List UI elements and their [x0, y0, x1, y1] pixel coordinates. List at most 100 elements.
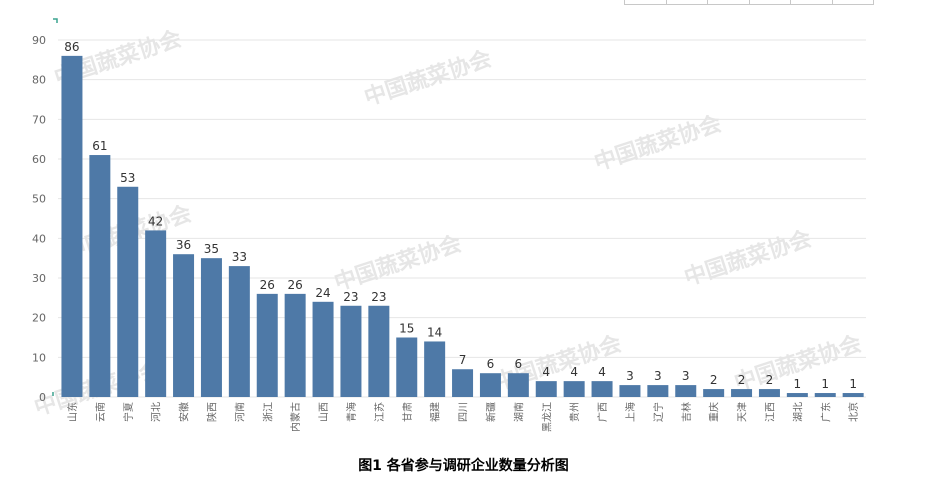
data-label: 2 — [766, 373, 774, 387]
x-tick-label: 江西 — [764, 402, 776, 422]
bar — [312, 301, 334, 397]
y-axis: 0 10 20 30 40 50 60 70 80 90 — [32, 34, 46, 404]
bar — [61, 55, 83, 397]
x-tick-label: 吉林 — [680, 402, 693, 422]
bar — [340, 305, 362, 397]
data-label: 1 — [794, 377, 802, 391]
x-tick-label: 云南 — [94, 402, 107, 422]
x-tick-label: 广西 — [597, 402, 609, 422]
y-tick-label: 70 — [32, 113, 46, 126]
x-tick-label: 广东 — [819, 402, 832, 422]
x-tick-label: 河南 — [233, 402, 246, 422]
bar — [731, 389, 753, 397]
data-label: 4 — [570, 365, 578, 379]
y-tick-label: 20 — [32, 312, 46, 325]
data-label: 23 — [343, 290, 358, 304]
bar — [619, 385, 641, 397]
data-label: 6 — [515, 357, 523, 371]
x-tick-label: 陕西 — [205, 402, 218, 422]
x-tick-label: 湖北 — [792, 402, 804, 422]
data-label: 2 — [738, 373, 746, 387]
y-tick-label: 40 — [32, 232, 46, 245]
x-tick-label: 浙江 — [262, 402, 274, 422]
y-tick-label: 10 — [32, 351, 46, 364]
x-tick-label: 山东 — [66, 402, 79, 422]
bar — [842, 393, 864, 397]
x-tick-label: 天津 — [737, 402, 749, 422]
x-tick-label: 四川 — [459, 402, 470, 422]
watermark-text: 中国蔬菜协会 — [361, 46, 495, 112]
data-label: 7 — [459, 353, 467, 367]
data-label: 23 — [371, 290, 386, 304]
legend-cell — [625, 0, 667, 4]
bar — [507, 373, 529, 397]
x-tick-label: 贵州 — [568, 402, 581, 422]
x-tick-label: 江苏 — [373, 402, 386, 422]
data-label: 26 — [288, 278, 303, 292]
bar — [591, 381, 613, 397]
data-label: 42 — [148, 214, 163, 228]
bar — [368, 305, 390, 397]
bar — [117, 186, 139, 397]
data-label: 4 — [542, 365, 550, 379]
x-tick-label: 内蒙古 — [289, 402, 302, 432]
bar — [703, 389, 725, 397]
x-tick-label: 山西 — [318, 402, 330, 422]
data-label: 53 — [120, 171, 135, 185]
x-tick-label: 上海 — [624, 402, 637, 422]
x-tick-label: 重庆 — [708, 402, 721, 422]
x-tick-label: 新疆 — [484, 402, 497, 422]
bar — [675, 385, 697, 397]
x-axis: 山东 云南 宁夏 河北 安徽 陕西 河南 浙江 内蒙古 山西 青海 江苏 甘肃 福建 四川 新疆 湖南 黑龙江 贵州… — [66, 402, 860, 432]
legend-strip — [624, 0, 874, 5]
corner-mark — [52, 18, 58, 396]
bar — [479, 373, 501, 397]
data-label: 1 — [821, 377, 829, 391]
data-label: 35 — [204, 242, 219, 256]
x-tick-label: 北京 — [847, 402, 860, 422]
data-label: 61 — [92, 139, 107, 153]
x-tick-label: 安徽 — [178, 402, 191, 422]
y-tick-label: 60 — [32, 153, 46, 166]
y-tick-label: 50 — [32, 193, 46, 206]
bar — [89, 155, 111, 397]
x-tick-label: 青海 — [345, 402, 358, 422]
bar — [452, 369, 474, 397]
bar — [814, 393, 836, 397]
bar — [228, 266, 250, 397]
data-label: 14 — [427, 325, 442, 339]
data-label: 3 — [626, 369, 634, 383]
x-tick-label: 辽宁 — [652, 402, 665, 422]
y-tick-label: 0 — [39, 391, 46, 404]
bar — [758, 389, 780, 397]
bar — [647, 385, 669, 397]
y-tick-label: 80 — [32, 74, 46, 87]
watermark-text: 中国蔬菜协会 — [591, 111, 725, 177]
x-tick-label: 河北 — [151, 402, 163, 422]
legend-cell — [791, 0, 833, 4]
data-label: 1 — [849, 377, 857, 391]
data-label: 86 — [64, 40, 79, 54]
bar — [200, 258, 222, 397]
bar — [563, 381, 585, 397]
legend-cell — [708, 0, 750, 4]
data-label: 26 — [260, 278, 275, 292]
bar — [786, 393, 808, 397]
x-tick-label: 福建 — [429, 402, 442, 422]
chart-caption: 图1 各省参与调研企业数量分析图 — [358, 458, 569, 474]
data-label: 2 — [710, 373, 718, 387]
watermark-text: 中国蔬菜协会 — [331, 231, 465, 297]
y-tick-label: 30 — [32, 272, 46, 285]
x-tick-label: 黑龙江 — [540, 402, 553, 432]
data-label: 36 — [176, 238, 191, 252]
watermark-text: 中国蔬菜协会 — [681, 226, 815, 292]
bar — [284, 293, 306, 397]
y-tick-label: 90 — [32, 34, 46, 47]
data-label: 3 — [654, 369, 662, 383]
data-label: 6 — [487, 357, 495, 371]
data-label: 24 — [315, 286, 330, 300]
x-tick-label: 甘肃 — [401, 402, 414, 422]
data-label: 15 — [399, 322, 414, 336]
